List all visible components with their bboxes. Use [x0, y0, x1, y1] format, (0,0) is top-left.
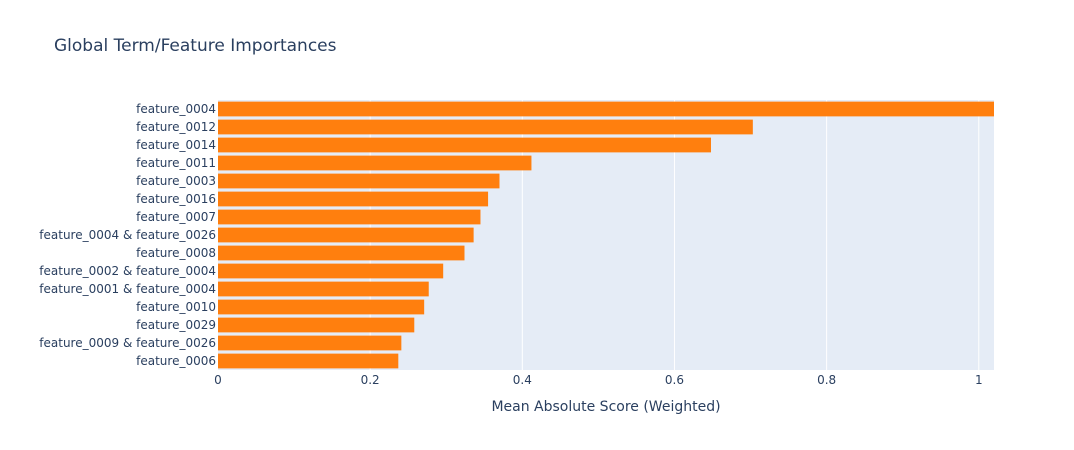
bar[interactable]: [218, 227, 474, 243]
bar[interactable]: [218, 155, 532, 171]
x-tick-label: 0.6: [665, 373, 684, 387]
chart-title: Global Term/Feature Importances: [54, 36, 337, 56]
y-axis-tick-labels: feature_0004 feature_0012 feature_0014feat…: [39, 102, 216, 368]
y-tick-label: feature_0012: [136, 120, 216, 134]
x-tick-label: 0.4: [513, 373, 532, 387]
y-tick-label: feature_0002 & feature_0004: [39, 264, 216, 278]
bar[interactable]: [218, 173, 500, 189]
bar[interactable]: [218, 335, 402, 351]
bar[interactable]: [218, 101, 994, 117]
y-tick-label: feature_0003: [136, 174, 216, 188]
x-tick-label: 0: [214, 373, 222, 387]
x-axis-title: Mean Absolute Score (Weighted): [491, 399, 720, 415]
bar[interactable]: [218, 137, 711, 153]
bar[interactable]: [218, 281, 429, 297]
bar[interactable]: [218, 245, 465, 261]
y-tick-label: feature_0029: [136, 318, 216, 332]
bar[interactable]: [218, 263, 444, 279]
y-tick-label: feature_0008: [136, 246, 216, 260]
y-tick-label: feature_0007: [136, 210, 216, 224]
y-tick-label: feature_0004: [136, 102, 216, 116]
y-tick-label: feature_0011: [136, 156, 216, 170]
bar[interactable]: [218, 299, 425, 315]
bars: [218, 101, 994, 369]
bar[interactable]: [218, 119, 753, 135]
y-tick-label: feature_0006: [136, 354, 216, 368]
y-tick-label: feature_0014: [136, 138, 216, 152]
y-tick-label: feature_0009 & feature_0026: [39, 336, 216, 350]
y-tick-label: feature_0010: [136, 300, 216, 314]
x-tick-label: 0.8: [817, 373, 836, 387]
y-tick-label: feature_0004 & feature_0026: [39, 228, 216, 242]
bar[interactable]: [218, 317, 415, 333]
y-tick-label: feature_0016: [136, 192, 216, 206]
bar[interactable]: [218, 191, 489, 207]
bar[interactable]: [218, 209, 481, 225]
bar[interactable]: [218, 353, 399, 369]
x-axis-tick-labels: 0 0.2 0.4 0.6 0.8 1: [214, 373, 982, 387]
x-tick-label: 1: [975, 373, 983, 387]
y-tick-label: feature_0001 & feature_0004: [39, 282, 216, 296]
x-tick-label: 0.2: [361, 373, 380, 387]
